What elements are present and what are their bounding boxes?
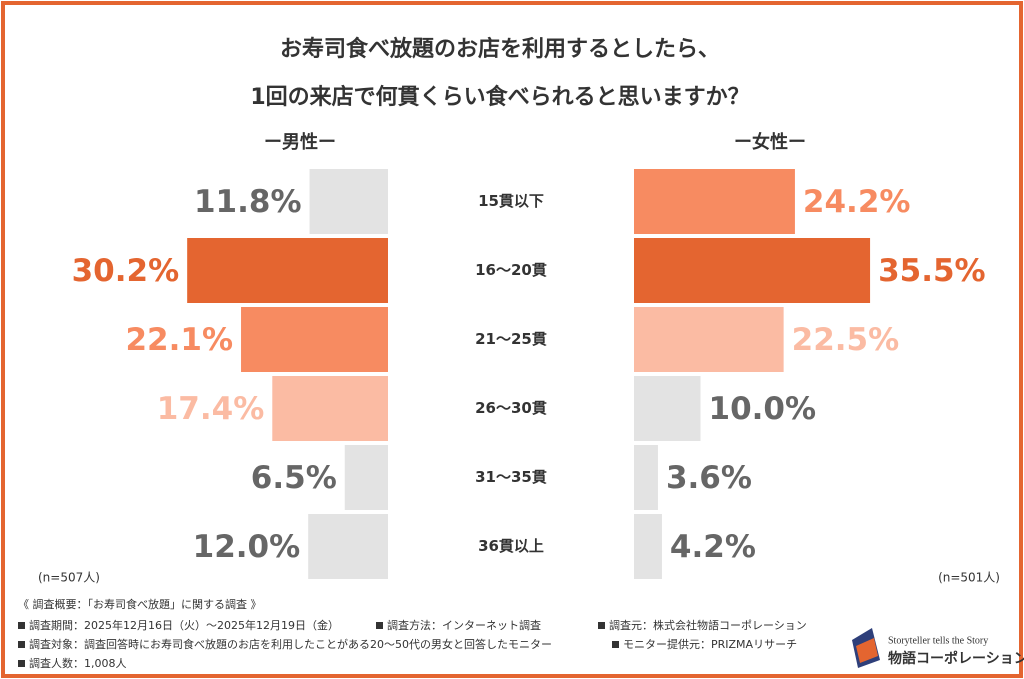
value-label: 12.0% bbox=[193, 529, 301, 565]
value-label: 17.4% bbox=[157, 391, 265, 427]
survey-item: 調査方法：インターネット調査 bbox=[387, 618, 541, 632]
value-label: 10.0% bbox=[709, 391, 817, 427]
sample-note: (n=507人) bbox=[38, 571, 100, 585]
bar bbox=[634, 445, 658, 510]
survey-items: 調査期間：2025年12月16日（火）～2025年12月19日（金） 調査方法：… bbox=[18, 618, 807, 670]
sample-note: (n=501人) bbox=[938, 571, 1000, 585]
bullet bbox=[18, 641, 25, 648]
bar bbox=[634, 307, 784, 372]
bar bbox=[187, 238, 388, 303]
value-label: 6.5% bbox=[251, 460, 337, 496]
logo-name: 物語コーポレーション bbox=[888, 650, 1024, 667]
value-label: 22.5% bbox=[792, 322, 900, 358]
bullet bbox=[612, 641, 619, 648]
survey-item: 調査人数：1,008人 bbox=[29, 656, 127, 670]
bar bbox=[344, 445, 388, 510]
logo-icon bbox=[856, 638, 878, 663]
survey-heading: 《 調査概要：「お寿司食べ放題」に関する調査 》 bbox=[18, 597, 262, 611]
value-label: 30.2% bbox=[72, 253, 180, 289]
legend-label: ー女性ー bbox=[734, 131, 806, 153]
category-label: 16～20貫 bbox=[475, 261, 547, 279]
bar bbox=[634, 238, 871, 303]
category-label: 26～30貫 bbox=[475, 399, 547, 417]
survey-item: モニター提供元：PRIZMAリサーチ bbox=[623, 637, 797, 651]
chart-title: 1回の来店で何貫くらい食べられると思いますか？ bbox=[250, 84, 749, 110]
value-label: 3.6% bbox=[666, 460, 752, 496]
bar bbox=[634, 169, 795, 234]
value-label: 11.8% bbox=[194, 184, 302, 220]
logo: Storyteller tells the Story 物語コーポレーション bbox=[852, 628, 1024, 668]
survey-item: 調査期間：2025年12月16日（火）～2025年12月19日（金） bbox=[29, 618, 339, 632]
survey-item: 調査元：株式会社物語コーポレーション bbox=[609, 618, 807, 632]
bar bbox=[309, 169, 388, 234]
category-label: 21～25貫 bbox=[475, 330, 547, 348]
value-label: 35.5% bbox=[878, 253, 986, 289]
bullet bbox=[18, 660, 25, 667]
survey-item: 調査対象：調査回答時にお寿司食べ放題のお店を利用したことがある20～50代の男女… bbox=[29, 637, 552, 651]
bullet bbox=[18, 622, 25, 629]
bar bbox=[272, 376, 388, 441]
bullet bbox=[376, 622, 383, 629]
value-label: 22.1% bbox=[125, 322, 233, 358]
bar bbox=[241, 307, 388, 372]
value-label: 4.2% bbox=[670, 529, 756, 565]
value-label: 24.2% bbox=[803, 184, 911, 220]
category-label: 15貫以下 bbox=[478, 192, 544, 210]
bar bbox=[634, 514, 662, 579]
logo-tagline: Storyteller tells the Story bbox=[888, 635, 988, 646]
bullet bbox=[598, 622, 605, 629]
bar bbox=[308, 514, 388, 579]
category-label: 36貫以上 bbox=[478, 537, 544, 555]
legend-label: ー男性ー bbox=[264, 131, 336, 153]
bar bbox=[634, 376, 701, 441]
category-label: 31～35貫 bbox=[475, 468, 547, 486]
chart-title: お寿司食べ放題のお店を利用するとしたら、 bbox=[280, 36, 720, 62]
